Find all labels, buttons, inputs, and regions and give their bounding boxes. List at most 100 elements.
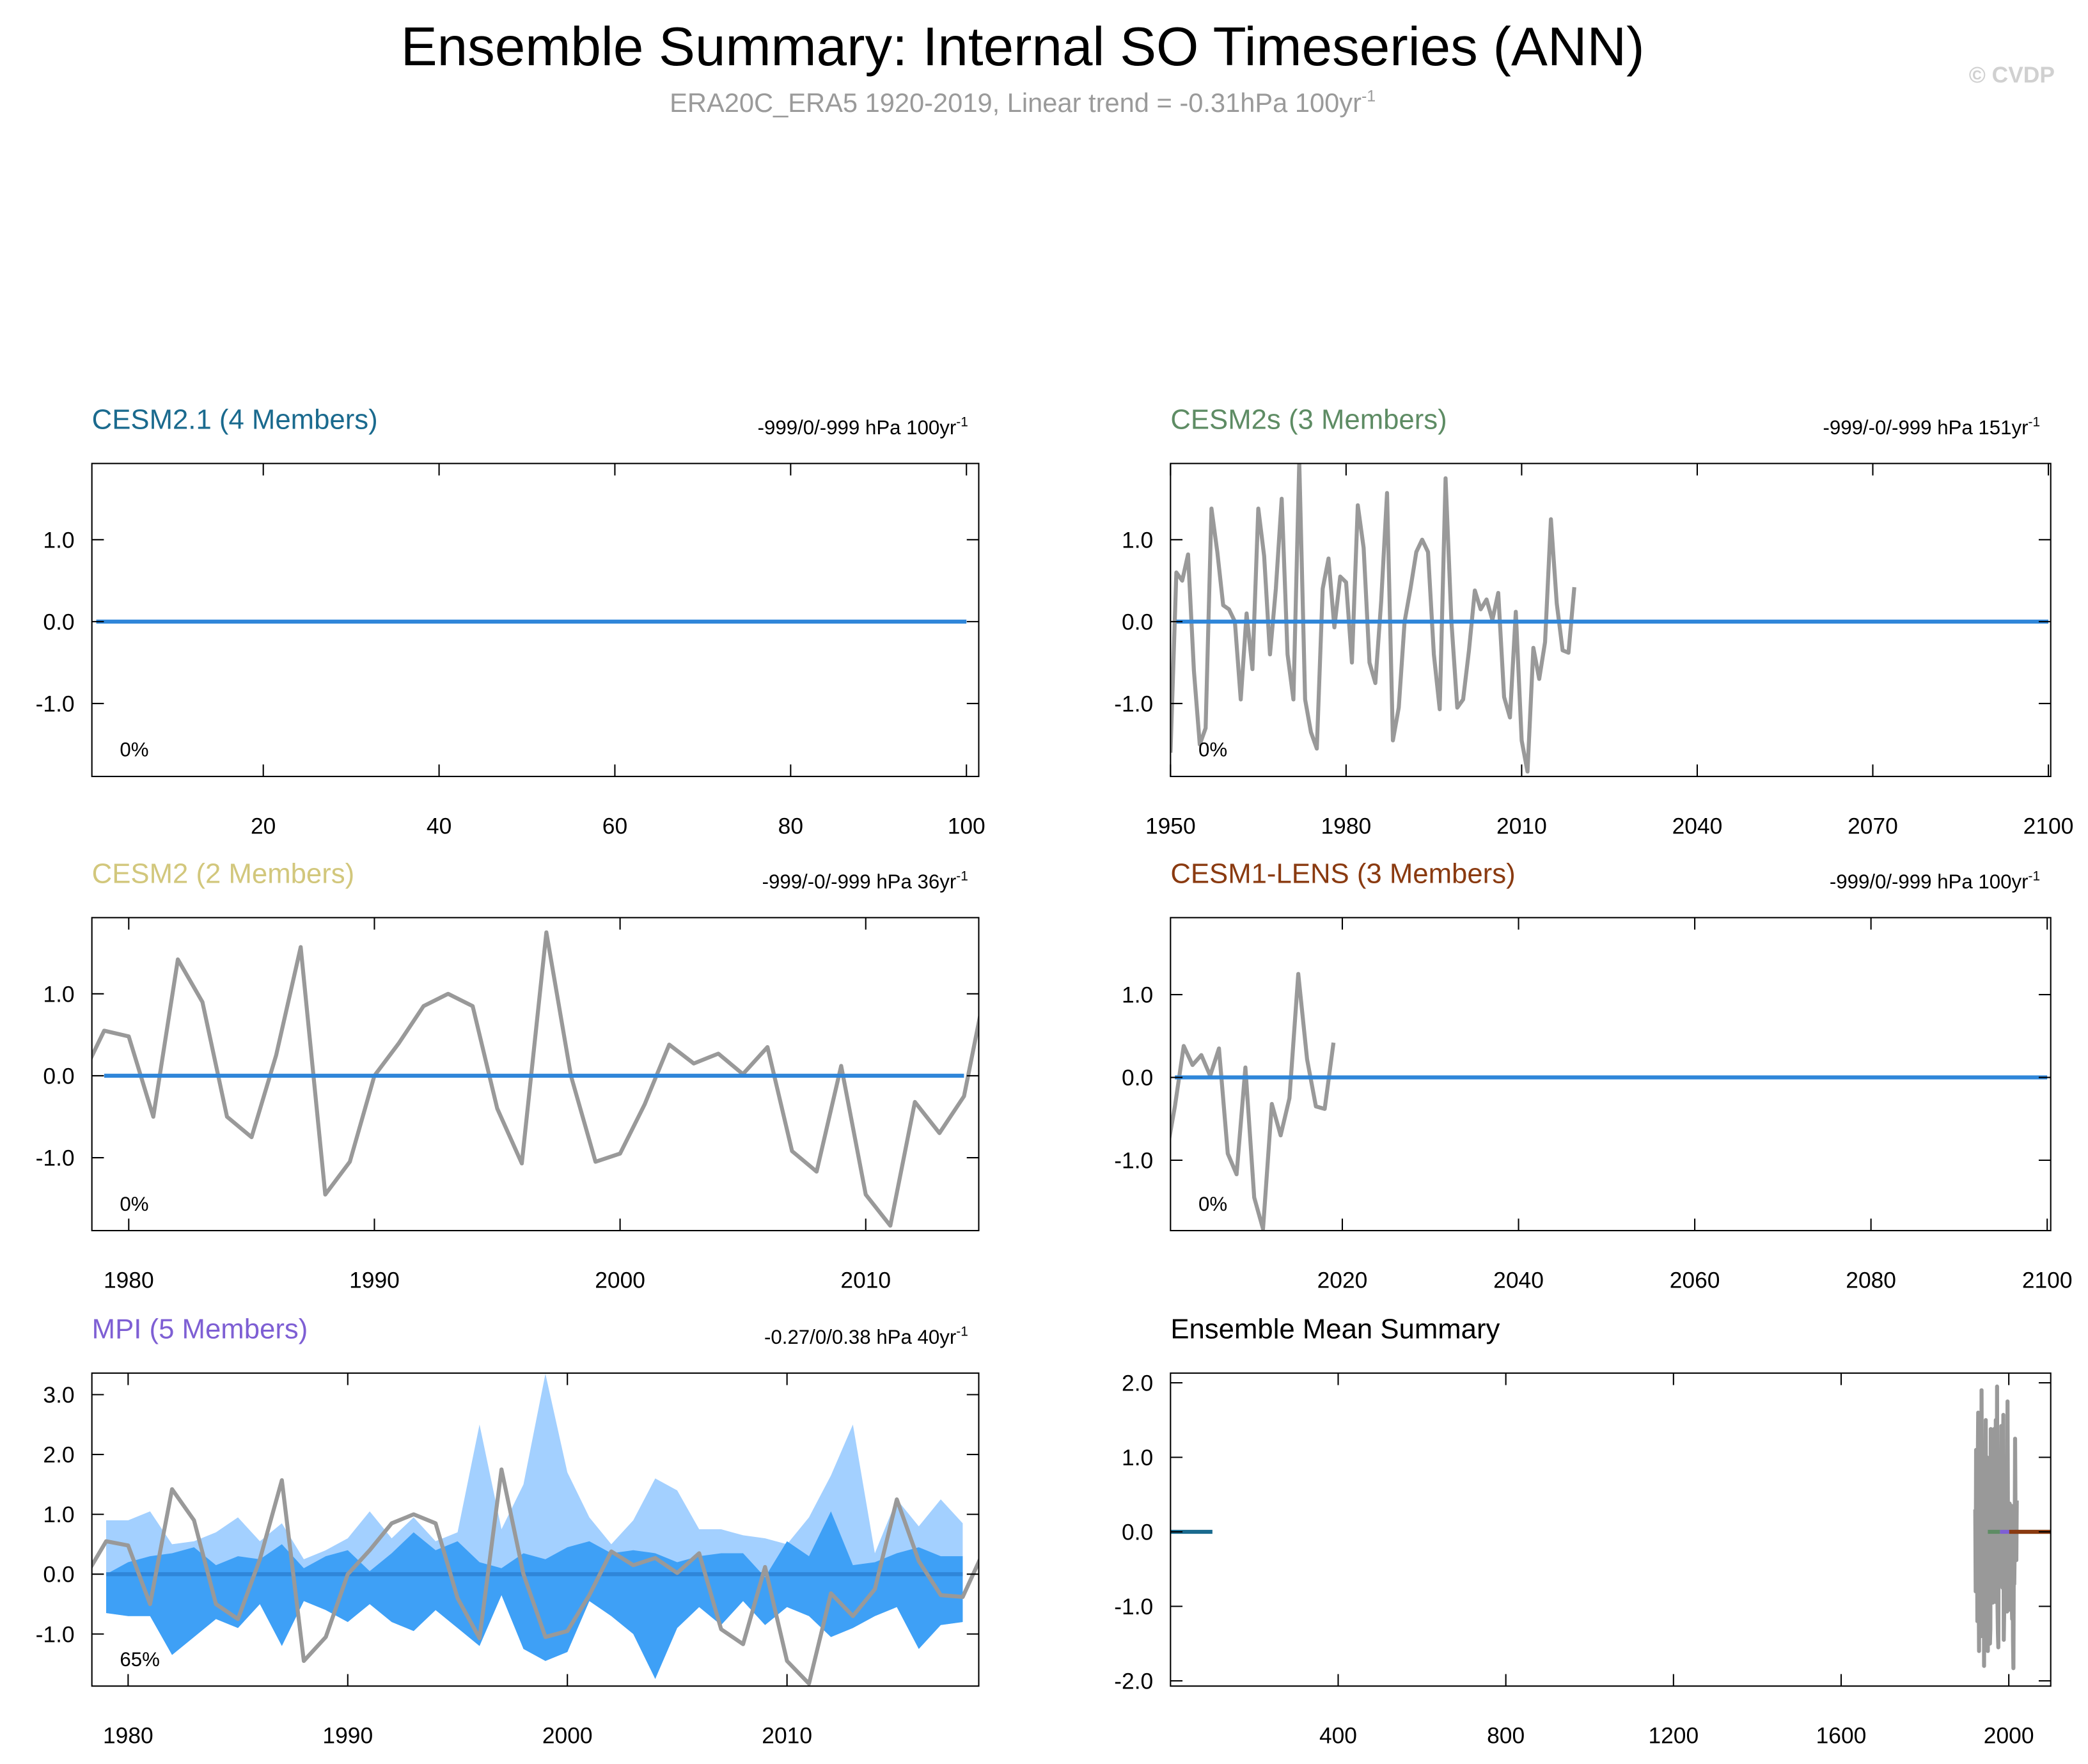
plot-area xyxy=(1170,463,2049,774)
y-tick-label: 0.0 xyxy=(1122,610,1153,634)
series-line xyxy=(1170,972,1336,1231)
trend-text: -0.27/0/0.38 hPa 40yr xyxy=(764,1326,956,1348)
x-tick-label: 1980 xyxy=(104,1268,154,1293)
trend-label: -0.27/0/0.38 hPa 40yr-1 xyxy=(764,1325,968,1348)
plot-area xyxy=(91,1373,979,1686)
panel-title: CESM1-LENS (3 Members) xyxy=(1170,858,1515,890)
y-tick-label: 1.0 xyxy=(1122,528,1153,553)
plot-area xyxy=(91,930,979,1228)
panel-title: CESM2 (2 Members) xyxy=(92,858,355,890)
trend-superscript: -1 xyxy=(956,414,968,429)
trend-text: -999/0/-999 hPa 100yr xyxy=(758,416,957,439)
x-tick-label: 100 xyxy=(948,814,985,839)
plot-frame xyxy=(91,462,980,778)
x-tick-label: 2000 xyxy=(1984,1724,2034,1749)
y-tick-label: -2.0 xyxy=(1114,1669,1153,1694)
trend-superscript: -1 xyxy=(2029,869,2041,883)
plot-frame xyxy=(91,917,980,1232)
x-tick-label: 2000 xyxy=(595,1268,645,1293)
x-tick-label: 400 xyxy=(1319,1724,1357,1749)
panel-title: Ensemble Mean Summary xyxy=(1170,1314,1500,1345)
x-tick-label: 60 xyxy=(602,814,627,839)
x-tick-label: 2040 xyxy=(1493,1268,1544,1293)
y-tick-label: 1.0 xyxy=(43,528,74,553)
percent-label: 0% xyxy=(120,1193,148,1215)
y-tick-label: 1.0 xyxy=(1122,983,1153,1008)
y-tick-label: 0.0 xyxy=(43,1563,74,1587)
x-tick-label: 1980 xyxy=(103,1724,153,1749)
spread-band xyxy=(106,1511,963,1679)
series-line xyxy=(91,1467,979,1686)
x-tick-label: 20 xyxy=(251,814,276,839)
trend-label: -999/-0/-999 hPa 151yr-1 xyxy=(1823,414,2040,438)
y-tick-label: 1.0 xyxy=(1122,1445,1153,1470)
panel-title: CESM2s (3 Members) xyxy=(1170,404,1447,436)
trend-label: -999/-0/-999 hPa 36yr-1 xyxy=(762,869,968,892)
series-line xyxy=(1170,463,1576,774)
percent-label: 65% xyxy=(120,1648,159,1671)
plot-area xyxy=(1170,1384,2051,1671)
plot-frame xyxy=(1170,462,2052,778)
x-tick-label: 800 xyxy=(1487,1724,1525,1749)
panel: 1.0 0.0 -1.0 1980 1990 2000 2010 CESM2 (2 Membe… xyxy=(36,858,980,1293)
trend-text: -999/0/-999 hPa 100yr xyxy=(1830,870,2029,893)
x-tick-label: 2040 xyxy=(1672,814,1723,839)
x-tick-label: 2020 xyxy=(1317,1268,1368,1293)
plot-frame xyxy=(1170,1372,2052,1687)
x-tick-label: 2100 xyxy=(2023,814,2074,839)
y-tick-label: -1.0 xyxy=(36,1146,75,1171)
panel: 1.0 0.0 -1.0 1950 1980 2010 2040 2070 2100 CESM2s… xyxy=(1114,404,2073,839)
panel: 3.0 2.0 1.0 0.0 -1.0 1980 1990 2000 2010 MPI (5 M… xyxy=(36,1314,980,1749)
y-tick-label: 3.0 xyxy=(43,1383,74,1408)
percent-label: 0% xyxy=(120,739,148,761)
x-tick-label: 2080 xyxy=(1846,1268,1896,1293)
x-tick-label: 1990 xyxy=(349,1268,400,1293)
figure-subtitle: ERA20C_ERA5 1920-2019, Linear trend = -0… xyxy=(670,87,1376,118)
y-tick-label: 0.0 xyxy=(43,610,74,634)
trend-text: -999/-0/-999 hPa 151yr xyxy=(1823,416,2028,439)
y-tick-label: -1.0 xyxy=(1114,1148,1153,1173)
x-tick-label: 80 xyxy=(778,814,803,839)
panel: 1.0 0.0 -1.0 2020 2040 2060 2080 2100 CESM1-LENS… xyxy=(1114,858,2072,1293)
x-tick-label: 1990 xyxy=(322,1724,373,1749)
series-line xyxy=(91,930,979,1228)
y-tick-label: -1.0 xyxy=(1114,691,1153,716)
percent-label: 0% xyxy=(1198,1193,1227,1215)
trend-superscript: -1 xyxy=(956,1325,968,1339)
panel-title: CESM2.1 (4 Members) xyxy=(92,404,378,436)
plot-frame xyxy=(1170,917,2052,1232)
y-tick-label: -1.0 xyxy=(36,691,75,716)
trend-label: -999/0/-999 hPa 100yr-1 xyxy=(1830,869,2040,892)
trend-text: -999/-0/-999 hPa 36yr xyxy=(762,870,957,893)
panel: 2.0 1.0 0.0 -1.0 -2.0 400 800 1200 1600 2000 Ensem… xyxy=(1114,1314,2052,1749)
x-tick-label: 40 xyxy=(427,814,451,839)
y-tick-label: 2.0 xyxy=(43,1443,74,1468)
y-tick-label: 0.0 xyxy=(1122,1066,1153,1091)
y-tick-label: -1.0 xyxy=(1114,1595,1153,1619)
series-line xyxy=(1973,1384,2019,1671)
subtitle-text: ERA20C_ERA5 1920-2019, Linear trend = -0… xyxy=(670,88,1362,118)
y-tick-label: 1.0 xyxy=(43,1502,74,1527)
panel: 1.0 0.0 -1.0 20 40 60 80 100 CESM2.1 (4 Members)… xyxy=(36,404,985,839)
trend-superscript: -1 xyxy=(2029,414,2041,429)
x-tick-label: 1600 xyxy=(1816,1724,1867,1749)
x-tick-label: 1950 xyxy=(1145,814,1196,839)
figure-title: Ensemble Summary: Internal SO Timeseries… xyxy=(401,17,1645,77)
x-tick-label: 1980 xyxy=(1321,814,1372,839)
y-tick-label: 0.0 xyxy=(43,1064,74,1089)
y-tick-label: -1.0 xyxy=(36,1622,75,1647)
x-tick-label: 2100 xyxy=(2022,1268,2073,1293)
x-tick-label: 2060 xyxy=(1670,1268,1720,1293)
x-tick-label: 2070 xyxy=(1848,814,1898,839)
y-tick-label: 1.0 xyxy=(43,982,74,1007)
copyright: © CVDP xyxy=(1969,63,2055,88)
plot-frame xyxy=(91,1372,980,1687)
x-tick-label: 2000 xyxy=(542,1724,593,1749)
x-tick-label: 2010 xyxy=(840,1268,891,1293)
y-tick-label: 2.0 xyxy=(1122,1371,1153,1396)
x-tick-label: 2010 xyxy=(1496,814,1547,839)
x-tick-label: 1200 xyxy=(1648,1724,1699,1749)
trend-superscript: -1 xyxy=(956,869,968,883)
panel-title: MPI (5 Members) xyxy=(92,1314,308,1345)
